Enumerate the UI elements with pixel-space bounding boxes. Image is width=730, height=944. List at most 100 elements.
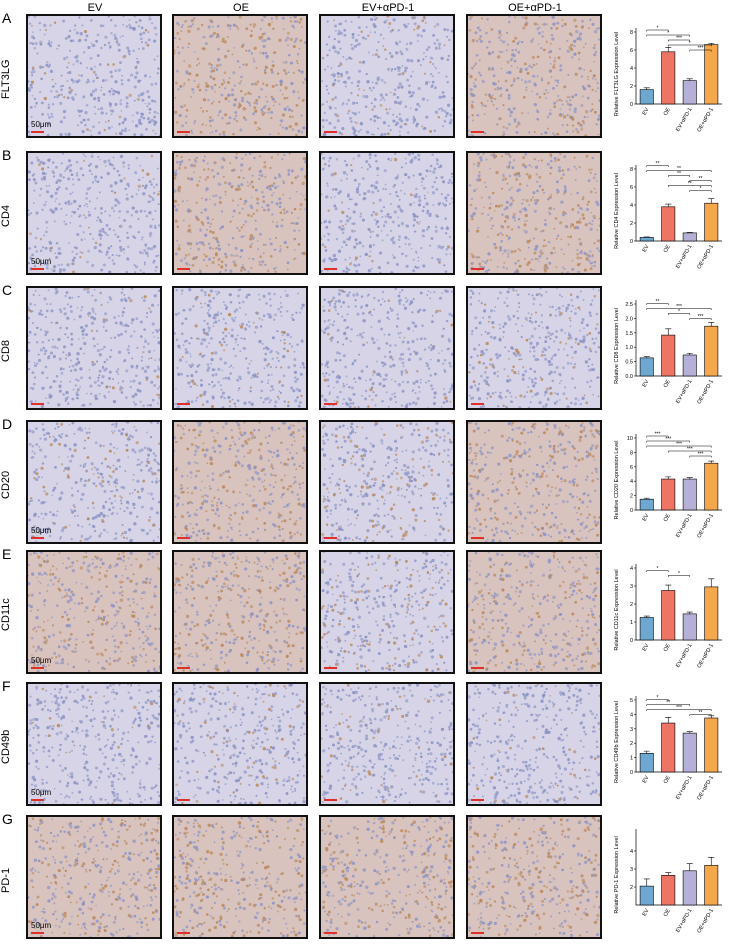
scale-bar	[324, 667, 337, 669]
significance-bracket	[689, 49, 712, 52]
significance-label: **	[699, 176, 703, 182]
significance-label: ***	[698, 314, 704, 320]
bar-chart-cd20: Relative CD20 Expression Level 0 2 4 6 8 10 EV O…	[610, 424, 724, 549]
significance-bracket	[646, 308, 712, 310]
x-tick-label: OE+αPD-1	[696, 107, 715, 133]
error-bar-3	[708, 198, 715, 204]
y-tick-label: 4	[630, 712, 633, 718]
x-tick-label: EV	[642, 244, 651, 254]
scale-bar	[324, 799, 337, 801]
y-tick-label: 1.0	[625, 345, 633, 351]
scale-bar	[177, 667, 190, 669]
error-bar-2	[686, 731, 693, 734]
error-bar-2	[686, 352, 693, 355]
scale-bar	[31, 403, 44, 405]
error-bar-3	[708, 578, 715, 587]
y-tick-label: 1	[630, 756, 633, 762]
marker-label: CD4	[0, 205, 12, 228]
error-bar-0	[643, 356, 650, 358]
micrograph-flt3lg-1	[172, 14, 308, 138]
y-tick-label: 0	[630, 770, 633, 776]
x-tick-label: OE	[663, 775, 672, 785]
error-bar-1	[665, 584, 672, 591]
x-tick-label: OE+αPD-1	[696, 513, 715, 539]
significance-bracket	[646, 435, 669, 438]
scale-bar	[31, 131, 44, 133]
bar-chart-cd4: Relative CD4 Expression Level 0 2 4 6 8 EV OE EV…	[610, 155, 724, 280]
bar-0	[639, 885, 654, 906]
bar-chart-cd49b: Relative CD49b Expression Level 0 1 2 3 4 5 EV O…	[610, 686, 724, 811]
scale-bar	[324, 268, 337, 270]
error-bar-1	[665, 872, 672, 876]
error-bar-2	[686, 863, 693, 871]
bar-1	[661, 874, 676, 906]
x-tick-label: EV+αPD-1	[675, 775, 693, 801]
x-tick-label: OE	[663, 244, 672, 254]
error-bar-3	[708, 715, 715, 718]
x-tick-label: EV	[642, 379, 651, 389]
micrograph-cd20-2	[319, 420, 455, 544]
scale-label: 50μm	[31, 921, 52, 930]
scale-bar	[177, 799, 190, 801]
significance-label: **	[656, 161, 660, 167]
significance-label: **	[699, 710, 703, 716]
column-header: EV	[87, 2, 103, 14]
scale-bar	[31, 667, 44, 669]
column-header: EV+αPD-1	[361, 2, 415, 14]
y-tick-label: 5	[630, 698, 633, 704]
x-tick-label: EV	[642, 643, 651, 653]
scale-label: 50μm	[31, 788, 52, 797]
y-axis-label: Relative CD4 Expression Level	[614, 173, 620, 249]
panel-letter: C	[2, 282, 13, 298]
scale-label: 50μm	[31, 257, 52, 266]
scale-bar	[177, 537, 190, 539]
significance-label: **	[677, 171, 681, 177]
y-tick-label: 8	[630, 30, 633, 36]
bar-0	[639, 357, 654, 377]
y-tick-label: 3	[630, 867, 633, 873]
x-tick-label: EV	[642, 908, 651, 918]
bar-chart-pd-1: Relative PD-1 Expression Level 2 3 4 EV OE EV+…	[610, 819, 724, 944]
significance-bracket	[668, 175, 690, 177]
column-header: OE+αPD-1	[508, 2, 562, 14]
bar-2	[682, 732, 697, 773]
panel-letter: F	[2, 678, 11, 694]
scale-bar	[471, 403, 484, 405]
y-axis-label: Relative CD8 Expression Level	[614, 308, 620, 384]
panel-letter: B	[2, 147, 12, 163]
y-tick-label: 2	[630, 602, 633, 608]
y-tick-label: 2	[630, 885, 633, 891]
y-tick-label: 1	[630, 620, 633, 626]
x-tick-label: EV+αPD-1	[675, 379, 693, 405]
y-tick-label: 0	[630, 102, 633, 108]
scale-bar	[471, 268, 484, 270]
bar-1	[661, 206, 676, 242]
y-tick-label: 2	[630, 494, 633, 500]
y-tick-label: 2	[630, 221, 633, 227]
significance-label: *	[678, 571, 680, 577]
scale-bar	[324, 932, 337, 934]
significance-label: *	[667, 30, 669, 36]
y-tick-label: 2	[630, 84, 633, 90]
error-bar-2	[686, 611, 693, 614]
y-tick-label: 10	[627, 436, 633, 442]
significance-label: **	[656, 299, 660, 305]
bar-chart-flt3lg: Relative FLT3LG Expression Level 0 2 4 6 8 EV O…	[610, 18, 724, 143]
micrograph-cd49b-3	[466, 682, 602, 806]
significance-bracket	[668, 313, 690, 315]
significance-label: ***	[665, 436, 671, 442]
marker-label: CD11c	[0, 598, 12, 632]
error-bar-1	[665, 476, 672, 480]
error-bar-1	[665, 328, 672, 336]
x-tick-label: OE	[663, 107, 672, 117]
micrograph-cd4-2	[319, 151, 455, 275]
y-tick-label: 6	[630, 48, 633, 54]
bar-chart-cd8: Relative CD8 Expression Level 0.0 0.5 1.0 1.…	[610, 290, 724, 415]
bar-0	[639, 498, 654, 511]
significance-bracket	[646, 29, 669, 32]
bar-1	[661, 51, 676, 105]
significance-bracket	[646, 570, 669, 572]
bar-0	[639, 237, 654, 242]
bar-2	[682, 80, 697, 105]
significance-label: ***	[676, 304, 682, 310]
